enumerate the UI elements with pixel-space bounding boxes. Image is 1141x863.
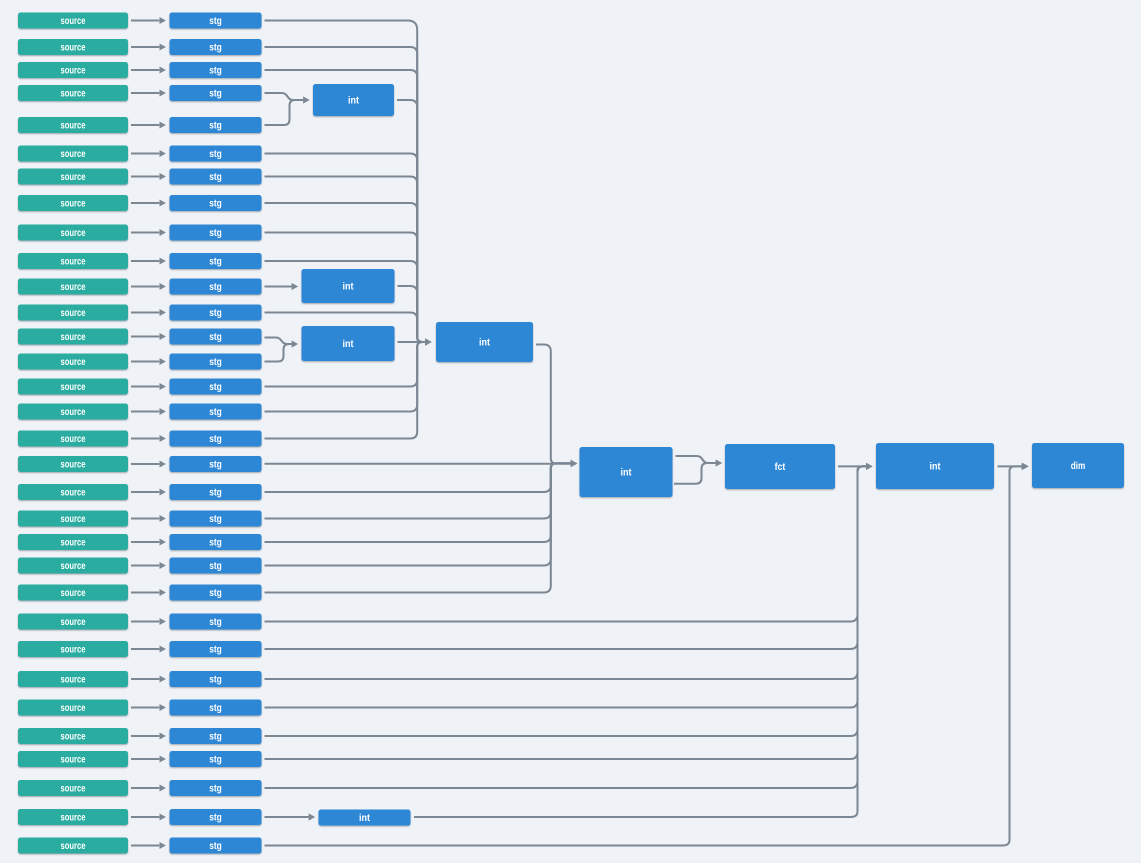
- svg-text:source: source: [61, 406, 86, 418]
- svg-text:source: source: [61, 754, 86, 766]
- svg-text:fct: fct: [775, 461, 786, 473]
- svg-text:source: source: [61, 42, 86, 54]
- svg-text:stg: stg: [209, 42, 222, 54]
- svg-text:stg: stg: [209, 433, 222, 445]
- svg-text:stg: stg: [209, 674, 222, 686]
- svg-text:stg: stg: [209, 227, 222, 239]
- svg-text:stg: stg: [209, 702, 222, 714]
- svg-text:source: source: [61, 487, 86, 499]
- svg-text:source: source: [61, 616, 86, 628]
- svg-text:source: source: [61, 331, 86, 343]
- svg-text:source: source: [61, 537, 86, 549]
- svg-text:source: source: [61, 148, 86, 160]
- svg-text:int: int: [479, 337, 490, 349]
- svg-text:source: source: [61, 840, 86, 852]
- svg-text:source: source: [61, 513, 86, 525]
- svg-text:source: source: [61, 198, 86, 210]
- svg-text:source: source: [61, 644, 86, 656]
- svg-text:source: source: [61, 281, 86, 293]
- svg-text:stg: stg: [209, 15, 222, 27]
- svg-text:stg: stg: [209, 65, 222, 77]
- svg-text:source: source: [61, 15, 86, 27]
- svg-text:source: source: [61, 812, 86, 824]
- svg-text:source: source: [61, 459, 86, 471]
- svg-text:source: source: [61, 783, 86, 795]
- svg-text:stg: stg: [209, 840, 222, 852]
- svg-text:source: source: [61, 65, 86, 77]
- svg-text:stg: stg: [209, 356, 222, 368]
- svg-text:stg: stg: [209, 331, 222, 343]
- svg-text:int: int: [343, 281, 354, 293]
- svg-text:dim: dim: [1071, 460, 1086, 472]
- svg-text:source: source: [61, 120, 86, 132]
- svg-text:source: source: [61, 433, 86, 445]
- svg-text:source: source: [61, 88, 86, 100]
- svg-text:stg: stg: [209, 513, 222, 525]
- svg-text:stg: stg: [209, 731, 222, 743]
- svg-text:stg: stg: [209, 487, 222, 499]
- svg-text:stg: stg: [209, 812, 222, 824]
- svg-text:source: source: [61, 171, 86, 183]
- svg-text:source: source: [61, 307, 86, 319]
- svg-text:source: source: [61, 674, 86, 686]
- svg-text:stg: stg: [209, 537, 222, 549]
- svg-text:stg: stg: [209, 120, 222, 132]
- svg-text:source: source: [61, 702, 86, 714]
- svg-text:stg: stg: [209, 560, 222, 572]
- svg-text:int: int: [348, 95, 359, 107]
- svg-text:source: source: [61, 381, 86, 393]
- svg-text:stg: stg: [209, 381, 222, 393]
- svg-text:stg: stg: [209, 783, 222, 795]
- svg-text:stg: stg: [209, 616, 222, 628]
- svg-text:stg: stg: [209, 307, 222, 319]
- svg-text:stg: stg: [209, 406, 222, 418]
- svg-text:int: int: [359, 812, 370, 824]
- svg-text:source: source: [61, 560, 86, 572]
- svg-text:source: source: [61, 731, 86, 743]
- svg-text:int: int: [930, 461, 941, 473]
- svg-text:stg: stg: [209, 459, 222, 471]
- svg-text:stg: stg: [209, 281, 222, 293]
- svg-text:int: int: [621, 467, 632, 479]
- svg-text:source: source: [61, 256, 86, 268]
- svg-text:source: source: [61, 227, 86, 239]
- svg-text:stg: stg: [209, 644, 222, 656]
- svg-text:int: int: [343, 338, 354, 350]
- svg-text:stg: stg: [209, 88, 222, 100]
- svg-text:stg: stg: [209, 171, 222, 183]
- svg-text:stg: stg: [209, 148, 222, 160]
- svg-text:stg: stg: [209, 256, 222, 268]
- svg-text:stg: stg: [209, 198, 222, 210]
- svg-text:source: source: [61, 587, 86, 599]
- svg-text:stg: stg: [209, 587, 222, 599]
- svg-text:source: source: [61, 356, 86, 368]
- svg-text:stg: stg: [209, 754, 222, 766]
